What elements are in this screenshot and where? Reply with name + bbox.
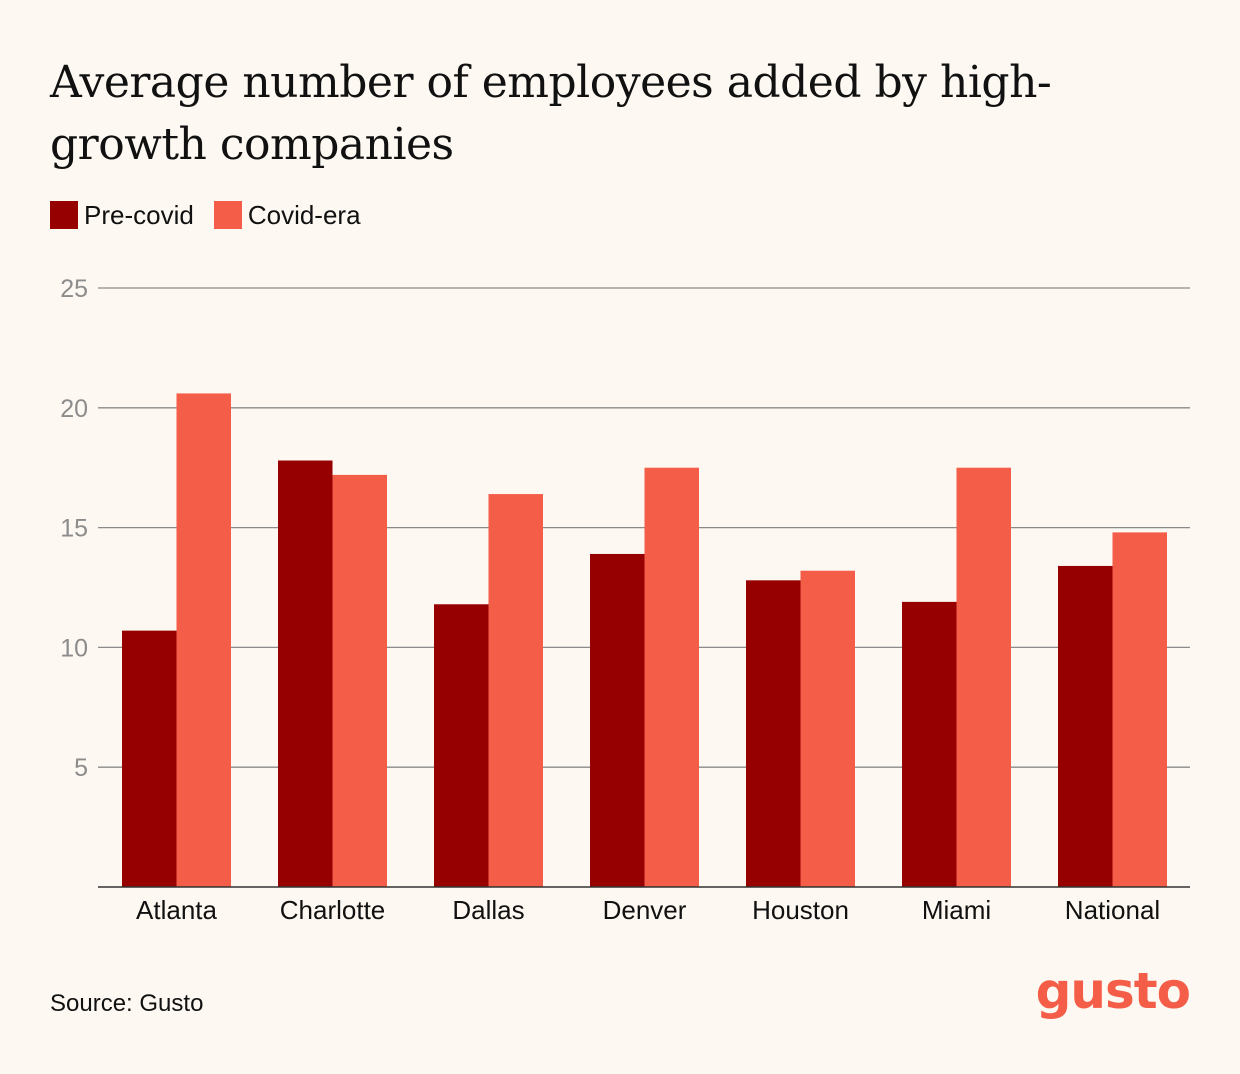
chart-title: Average number of employees added by hig… (50, 57, 1052, 170)
legend-label-covid-era: Covid-era (247, 199, 361, 230)
source-note: Source: Gusto (50, 990, 204, 1017)
bar-dallas-pre-covid (434, 604, 489, 887)
bar-atlanta-pre-covid (122, 630, 177, 887)
x-tick-label-miami: Miami (922, 895, 991, 925)
y-tick-label-15: 15 (60, 515, 88, 543)
bar-national-pre-covid (1058, 565, 1113, 887)
bar-miami-pre-covid (902, 601, 957, 887)
bar-miami-covid-era (956, 467, 1011, 887)
bar-houston-pre-covid (746, 580, 801, 887)
bar-dallas-covid-era (488, 494, 543, 887)
legend-item-pre-covid: Pre-covid (50, 200, 194, 231)
legend-item-covid-era: Covid-era (213, 199, 361, 231)
bar-denver-pre-covid (590, 553, 645, 887)
x-tick-label-houston: Houston (752, 895, 849, 925)
x-tick-label-atlanta: Atlanta (136, 895, 217, 925)
bar-charlotte-covid-era (332, 474, 387, 887)
bar-national-covid-era (1112, 532, 1167, 887)
y-tick-label-25: 25 (60, 275, 88, 303)
legend-label-pre-covid: Pre-covid (84, 199, 194, 230)
bar-charlotte-pre-covid (278, 460, 333, 887)
y-tick-label-20: 20 (60, 395, 88, 423)
legend-swatch-covid-era (213, 201, 242, 229)
legend: Pre-covid Covid-era (50, 198, 381, 232)
bar-denver-covid-era (644, 467, 699, 887)
x-tick-label-national: National (1065, 895, 1160, 925)
y-tick-label-10: 10 (60, 634, 88, 662)
x-tick-label-denver: Denver (603, 895, 687, 925)
bar-atlanta-covid-era (176, 393, 231, 887)
gusto-logo: gusto (1035, 962, 1191, 1020)
x-tick-label-dallas: Dallas (452, 895, 524, 925)
y-tick-label-5: 5 (74, 754, 88, 782)
bar-houston-covid-era (800, 570, 855, 887)
legend-swatch-pre-covid (50, 201, 78, 229)
x-tick-label-charlotte: Charlotte (280, 895, 386, 925)
